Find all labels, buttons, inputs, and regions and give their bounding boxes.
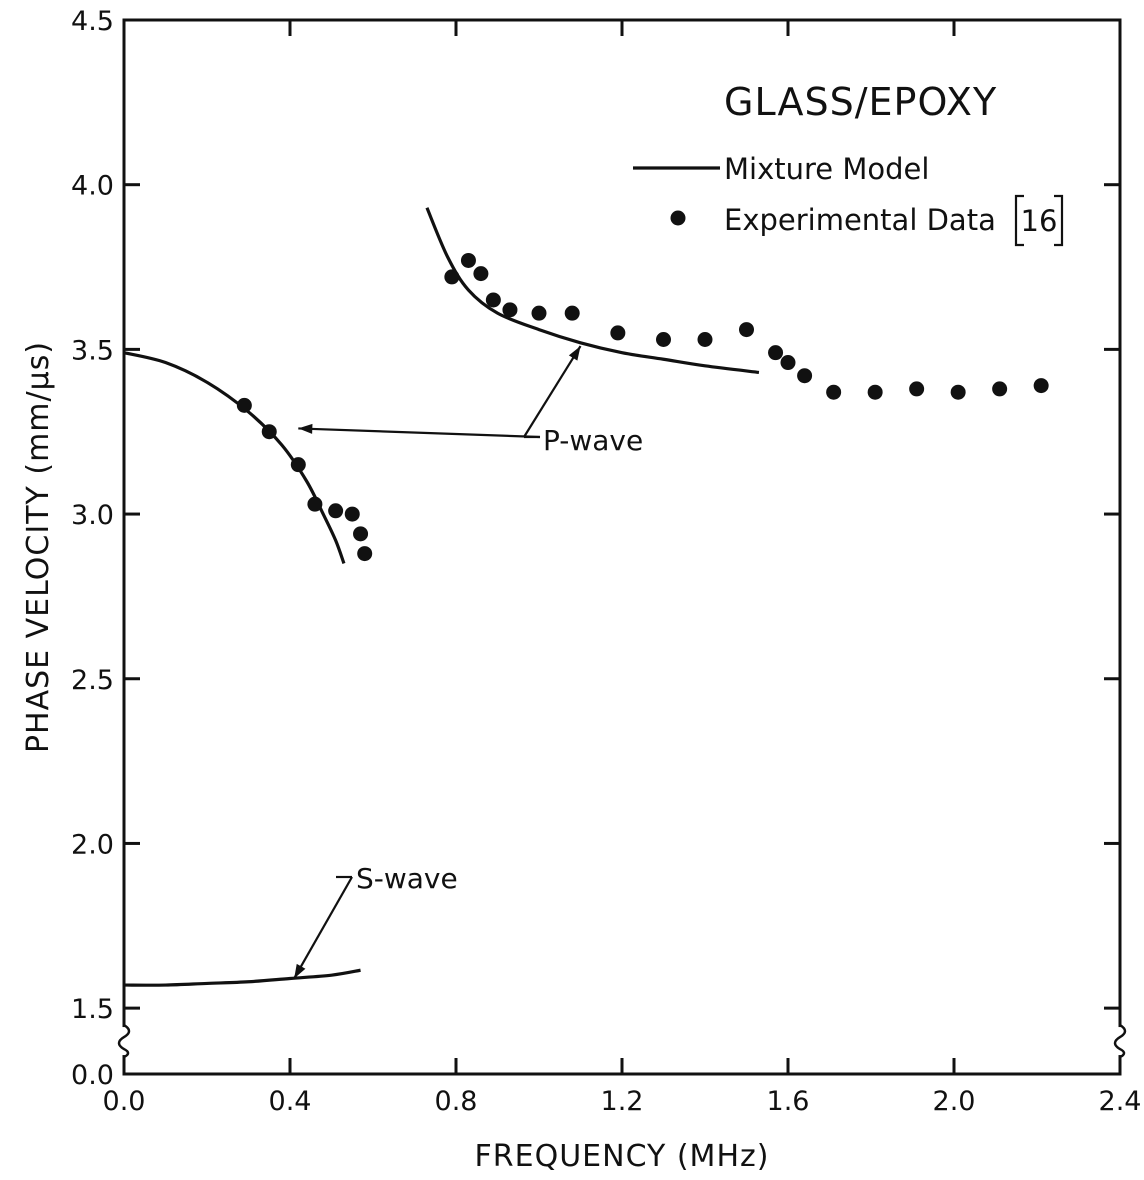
y-tick-label: 1.5 — [71, 994, 114, 1025]
y-tick-label: 3.0 — [71, 500, 114, 531]
legend-dot-marker — [670, 210, 686, 226]
y-axis-title: PHASE VELOCITY (mm/μs) — [21, 341, 56, 753]
experimental-data-point — [357, 546, 373, 562]
axis-ticks: 0.0 0.4 0.8 1.2 1.6 2.0 2.4 0.0 1.5 2.0 2.5 3.0 3.5 4… — [71, 6, 1141, 1117]
experimental-data-point — [768, 345, 784, 361]
chart-title: GLASS/EPOXY — [724, 80, 997, 124]
y-tick-label: 4.5 — [71, 6, 114, 37]
s-wave-label: S-wave — [356, 862, 458, 895]
ref-bracket-right — [1054, 194, 1064, 247]
leader-line — [298, 427, 541, 439]
experimental-data-point — [909, 381, 925, 397]
x-tick-label: 2.4 — [1099, 1086, 1142, 1117]
experimental-data-point — [950, 384, 966, 400]
legend-label-data: Experimental Data — [724, 203, 996, 237]
y-tick-label: 2.0 — [71, 829, 114, 860]
y-tick-label: 0.0 — [71, 1060, 114, 1091]
x-tick-label: 2.0 — [933, 1086, 976, 1117]
experimental-data-point — [307, 496, 323, 512]
mixture-model-curve — [425, 207, 760, 375]
annotation-leaders — [293, 345, 582, 980]
legend-label-model: Mixture Model — [724, 152, 929, 186]
experimental-data-point — [739, 322, 754, 338]
mixture-model-curve — [123, 968, 361, 987]
x-axis-title: FREQUENCY (MHz) — [475, 1139, 770, 1174]
experimental-data-point — [780, 355, 796, 371]
experimental-data-point — [992, 381, 1008, 397]
experimental-data-point — [502, 302, 518, 318]
x-tick-label: 1.2 — [601, 1086, 644, 1117]
x-tick-label: 0.0 — [103, 1086, 146, 1117]
p-wave-label: P-wave — [543, 424, 643, 457]
legend: Mixture Model Experimental Data 16 — [633, 152, 1064, 247]
axis-breaks — [116, 1023, 1128, 1059]
experimental-data-point — [1033, 378, 1049, 394]
experimental-data-point — [656, 331, 671, 347]
leader-line — [523, 345, 582, 438]
experimental-data-point — [797, 368, 813, 384]
axis-break-mark — [117, 1023, 131, 1059]
x-tick-label: 1.6 — [767, 1086, 810, 1117]
experimental-data-point — [290, 457, 306, 473]
experimental-data-point — [564, 305, 580, 321]
experimental-data-point — [353, 526, 369, 542]
leader-line — [293, 876, 353, 980]
plot-frame — [122, 18, 1122, 1076]
experimental-data-point — [460, 252, 476, 268]
arrow-head — [568, 346, 581, 361]
arrow-head — [298, 423, 313, 434]
experimental-data-point — [261, 424, 277, 440]
y-tick-label: 2.5 — [71, 665, 114, 696]
legend-reference: 16 — [1021, 204, 1058, 238]
experimental-data-point — [697, 331, 713, 347]
experimental-data-point — [344, 506, 360, 522]
x-tick-label: 0.4 — [269, 1086, 312, 1117]
x-tick-label: 0.8 — [435, 1086, 478, 1117]
y-tick-label: 4.0 — [71, 171, 114, 202]
ref-bracket-left — [1014, 194, 1024, 247]
experimental-points — [236, 252, 1049, 562]
experimental-data-point — [610, 325, 626, 341]
experimental-data-point — [485, 292, 501, 308]
y-tick-label: 3.5 — [71, 335, 114, 366]
axis-break-mark — [1113, 1023, 1127, 1059]
experimental-data-point — [473, 266, 489, 282]
experimental-data-point — [444, 269, 460, 285]
experimental-data-point — [531, 305, 547, 321]
arrow-head — [294, 963, 306, 979]
experimental-data-point — [867, 384, 883, 400]
experimental-data-point — [826, 384, 842, 400]
mixture-model-curve — [123, 351, 346, 565]
experimental-data-point — [236, 397, 252, 413]
experimental-data-point — [328, 503, 344, 519]
